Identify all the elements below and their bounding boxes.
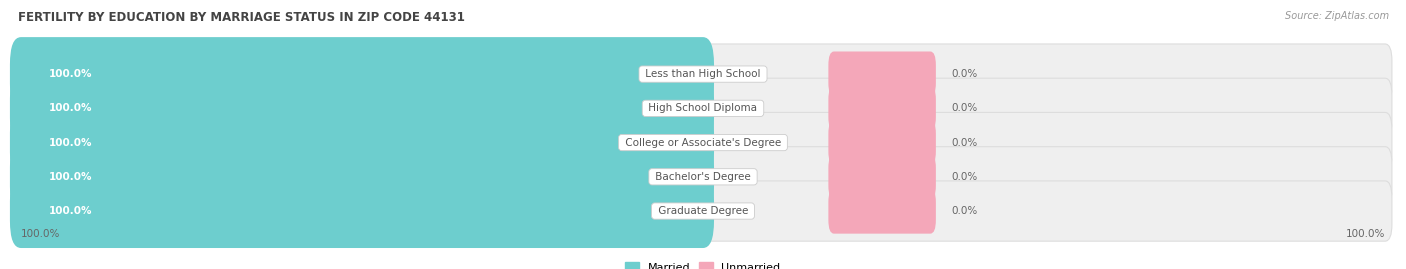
FancyBboxPatch shape <box>14 181 1392 241</box>
Text: College or Associate's Degree: College or Associate's Degree <box>621 137 785 148</box>
Text: 100.0%: 100.0% <box>1346 229 1385 239</box>
FancyBboxPatch shape <box>10 106 714 179</box>
FancyBboxPatch shape <box>14 78 1392 139</box>
Text: 100.0%: 100.0% <box>48 172 91 182</box>
Text: 100.0%: 100.0% <box>21 229 60 239</box>
Text: Graduate Degree: Graduate Degree <box>655 206 751 216</box>
FancyBboxPatch shape <box>10 174 714 248</box>
FancyBboxPatch shape <box>828 51 936 97</box>
FancyBboxPatch shape <box>10 140 714 214</box>
Text: High School Diploma: High School Diploma <box>645 103 761 113</box>
FancyBboxPatch shape <box>828 189 936 234</box>
Text: 100.0%: 100.0% <box>48 69 91 79</box>
Text: FERTILITY BY EDUCATION BY MARRIAGE STATUS IN ZIP CODE 44131: FERTILITY BY EDUCATION BY MARRIAGE STATU… <box>18 11 465 24</box>
Text: 100.0%: 100.0% <box>48 206 91 216</box>
Text: 0.0%: 0.0% <box>950 137 977 148</box>
Legend: Married, Unmarried: Married, Unmarried <box>626 262 780 269</box>
FancyBboxPatch shape <box>828 154 936 199</box>
Text: 100.0%: 100.0% <box>48 103 91 113</box>
Text: Less than High School: Less than High School <box>643 69 763 79</box>
Text: 0.0%: 0.0% <box>950 69 977 79</box>
FancyBboxPatch shape <box>828 120 936 165</box>
Text: 0.0%: 0.0% <box>950 172 977 182</box>
Text: Bachelor's Degree: Bachelor's Degree <box>652 172 754 182</box>
FancyBboxPatch shape <box>10 37 714 111</box>
Text: 0.0%: 0.0% <box>950 206 977 216</box>
FancyBboxPatch shape <box>14 112 1392 173</box>
FancyBboxPatch shape <box>14 44 1392 104</box>
FancyBboxPatch shape <box>14 147 1392 207</box>
Text: 0.0%: 0.0% <box>950 103 977 113</box>
Text: Source: ZipAtlas.com: Source: ZipAtlas.com <box>1285 11 1389 21</box>
FancyBboxPatch shape <box>10 71 714 145</box>
FancyBboxPatch shape <box>828 86 936 131</box>
Text: 100.0%: 100.0% <box>48 137 91 148</box>
